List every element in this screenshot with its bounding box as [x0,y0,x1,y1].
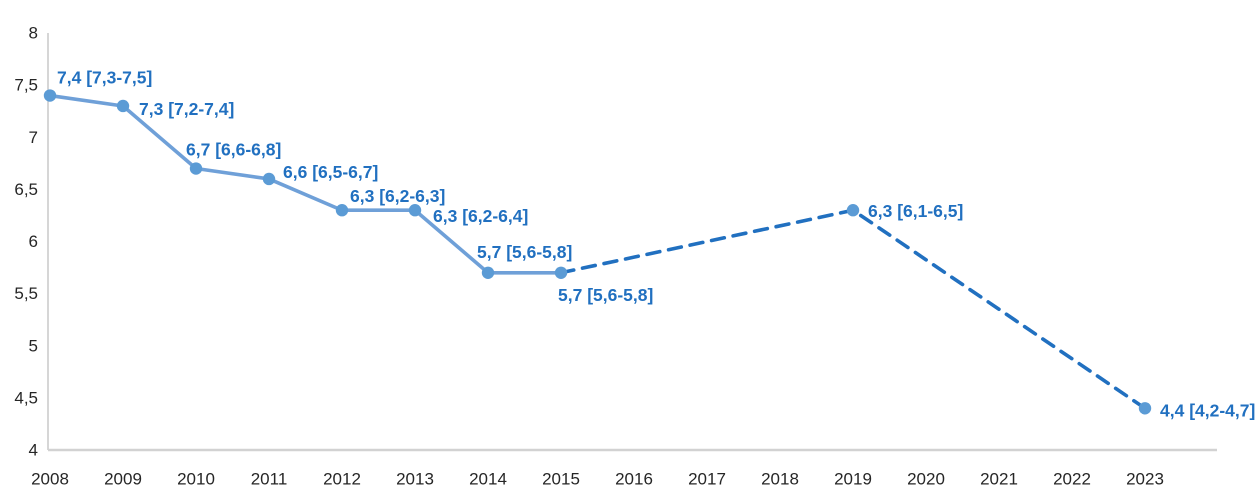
x-tick-label-2014: 2014 [469,470,507,489]
y-tick-label-5,5: 5,5 [14,284,38,303]
data-point-2010 [189,162,203,175]
data-label-2012: 6,3 [6,2-6,3] [350,186,445,206]
x-tick-label-2018: 2018 [761,470,799,489]
x-tick-label-2019: 2019 [834,470,872,489]
x-tick-label-2009: 2009 [104,470,142,489]
series-line-solid [48,93,563,275]
data-label-2013: 6,3 [6,2-6,4] [433,206,528,226]
y-tick-label-6,5: 6,5 [14,180,38,199]
data-label-2019: 6,3 [6,1-6,5] [868,201,963,221]
data-point-2013 [408,204,422,217]
data-label-2014: 5,7 [5,6-5,8] [477,242,572,262]
x-tick-label-2023: 2023 [1126,470,1164,489]
x-tick-label-2011: 2011 [251,470,288,489]
y-tick-label-8: 8 [29,24,38,43]
x-tick-label-2016: 2016 [615,470,653,489]
y-tick-label-7: 7 [29,128,38,147]
data-label-2023: 4,4 [4,2-4,7] [1160,400,1255,420]
x-tick-label-2010: 2010 [177,470,215,489]
data-label-2011: 6,6 [6,5-6,7] [283,162,378,182]
data-label-2010: 6,7 [6,6-6,8] [186,140,281,160]
data-point-2014 [481,266,495,279]
y-tick-label-6: 6 [29,232,38,251]
data-label-2015: 5,7 [5,6-5,8] [558,285,653,305]
y-tick-label-4: 4 [29,441,38,460]
data-point-2009 [116,99,130,113]
data-point-2019 [846,204,860,217]
x-tick-label-2013: 2013 [396,470,434,489]
y-tick-label-4,5: 4,5 [14,388,38,407]
x-tick-label-2020: 2020 [907,470,945,489]
x-tick-label-2021: 2021 [980,470,1018,489]
x-tick-label-2008: 2008 [31,470,69,489]
x-tick-label-2022: 2022 [1053,470,1091,489]
data-point-2015 [554,266,568,279]
x-tick-label-2012: 2012 [323,470,361,489]
x-tick-label-2015: 2015 [542,470,580,489]
data-point-2023 [1138,402,1152,415]
data-point-2008 [43,89,57,102]
data-point-2011 [262,172,276,186]
y-tick-label-7,5: 7,5 [14,76,38,95]
x-tick-label-2017: 2017 [688,470,726,489]
data-label-2008: 7,4 [7,3-7,5] [57,68,152,88]
data-point-2012 [335,204,349,217]
y-tick-label-5: 5 [29,336,38,355]
data-label-2009: 7,3 [7,2-7,4] [139,99,234,119]
